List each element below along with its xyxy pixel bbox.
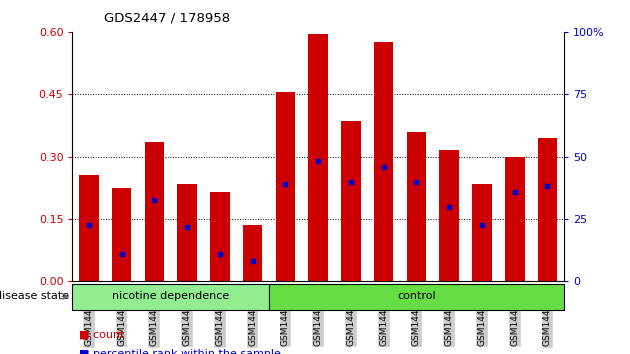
Text: GDS2447 / 178958: GDS2447 / 178958 — [104, 12, 230, 25]
Text: GSM144135: GSM144135 — [215, 291, 224, 346]
Text: GSM144126: GSM144126 — [412, 291, 421, 346]
Bar — [537, 138, 558, 281]
Text: GSM144122: GSM144122 — [281, 291, 290, 346]
Text: GSM144134: GSM144134 — [183, 291, 192, 346]
Bar — [79, 175, 99, 281]
Text: GSM144128: GSM144128 — [478, 291, 486, 346]
Text: GSM144130: GSM144130 — [543, 291, 552, 346]
Bar — [341, 121, 361, 281]
Text: ■ percentile rank within the sample: ■ percentile rank within the sample — [79, 349, 280, 354]
Bar — [243, 225, 263, 281]
Bar — [406, 132, 427, 281]
Bar — [472, 184, 492, 281]
Bar — [439, 150, 459, 281]
Bar — [144, 142, 164, 281]
Bar — [308, 34, 328, 281]
Bar — [275, 92, 295, 281]
Text: GSM144124: GSM144124 — [346, 291, 355, 346]
Text: GSM144136: GSM144136 — [248, 291, 257, 346]
Text: GSM144123: GSM144123 — [314, 291, 323, 346]
Text: GSM144125: GSM144125 — [379, 291, 388, 346]
Text: nicotine dependence: nicotine dependence — [112, 291, 229, 302]
Bar — [505, 156, 525, 281]
Text: GSM144132: GSM144132 — [117, 291, 126, 346]
Bar — [177, 184, 197, 281]
Text: GSM144127: GSM144127 — [445, 291, 454, 346]
Text: ■ count: ■ count — [79, 329, 124, 339]
Text: GSM144131: GSM144131 — [84, 291, 93, 346]
Text: GSM144133: GSM144133 — [150, 291, 159, 346]
Bar — [210, 192, 230, 281]
Bar — [112, 188, 132, 281]
Text: control: control — [397, 291, 436, 302]
Text: disease state: disease state — [0, 291, 69, 302]
FancyBboxPatch shape — [72, 284, 269, 310]
Text: GSM144129: GSM144129 — [510, 291, 519, 346]
Bar — [374, 42, 394, 281]
FancyBboxPatch shape — [269, 284, 564, 310]
